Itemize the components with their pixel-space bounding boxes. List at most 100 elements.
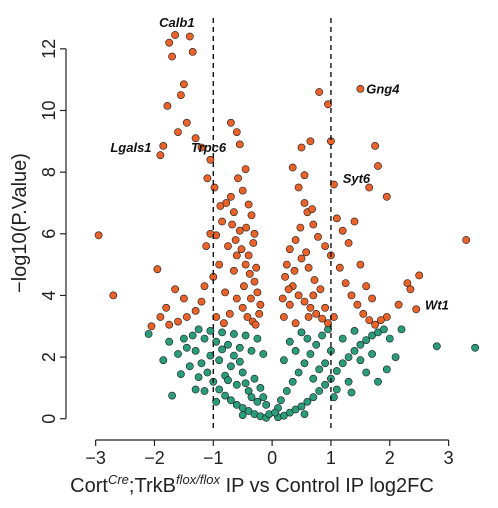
nonsignificant-point	[206, 326, 215, 335]
significant-point	[344, 239, 353, 247]
significant-point	[228, 220, 236, 229]
nonsignificant-point	[194, 325, 203, 334]
nonsignificant-point	[432, 342, 441, 351]
nonsignificant-point	[212, 337, 221, 346]
significant-point	[332, 214, 341, 223]
significant-point	[244, 200, 253, 209]
significant-point	[218, 217, 226, 226]
significant-point	[462, 236, 471, 244]
gene-label: Gng4	[366, 82, 400, 97]
y-tick-label: 6	[39, 229, 59, 239]
nonsignificant-point	[471, 343, 479, 352]
nonsignificant-point	[288, 377, 297, 386]
significant-point	[382, 192, 391, 201]
nonsignificant-point	[306, 350, 315, 358]
nonsignificant-point	[221, 391, 229, 400]
significant-point	[306, 137, 315, 146]
significant-point	[304, 313, 313, 321]
significant-point	[247, 211, 256, 220]
significant-point	[253, 288, 262, 297]
nonsignificant-point	[229, 330, 238, 338]
significant-point	[174, 317, 182, 326]
gene-annotations: Calb1 Gng4 Lgals1 Trpc6 Syt6 Wt1	[110, 15, 449, 312]
nonsignificant-point	[347, 388, 356, 397]
nonsignificant-point	[218, 328, 226, 337]
significant-point	[245, 269, 254, 278]
significant-point	[179, 294, 188, 303]
nonsignificant-point	[194, 373, 203, 381]
nonsignificant-point	[279, 356, 288, 365]
nonsignificant-point	[297, 402, 306, 411]
significant-point	[168, 52, 176, 61]
significant-point	[406, 285, 415, 294]
x-axis-title-suffix: IP vs Control IP log2FC	[220, 475, 434, 497]
gene-label: Lgals1	[110, 140, 151, 155]
nonsignificant-point	[203, 368, 212, 377]
nonsignificant-point	[297, 328, 306, 337]
nonsignificant-point	[215, 356, 224, 365]
nonsignificant-point	[309, 374, 318, 383]
significant-point	[294, 183, 303, 192]
significant-point	[324, 319, 332, 328]
significant-point	[300, 199, 309, 207]
nonsignificant-point	[285, 337, 294, 346]
significant-point	[249, 239, 258, 247]
nonsignificant-point	[253, 334, 262, 343]
significant-point	[353, 300, 362, 309]
significant-point	[197, 297, 206, 306]
significant-point	[235, 226, 244, 235]
significant-point	[241, 165, 250, 173]
x-axis-title-sup-cre: Cre	[108, 472, 129, 487]
gene-label: Calb1	[159, 15, 194, 30]
nonsignificant-point	[282, 387, 291, 395]
significant-point	[165, 320, 174, 329]
nonsignificant-point	[368, 350, 376, 358]
significant-point	[252, 263, 261, 272]
significant-point	[202, 242, 211, 250]
significant-point	[250, 229, 259, 238]
significant-point	[284, 285, 293, 294]
significant-point	[210, 183, 219, 192]
x-tick-label: 1	[326, 448, 336, 468]
nonsignificant-point	[262, 400, 271, 409]
significant-point	[171, 31, 179, 39]
significant-point	[203, 174, 212, 183]
significant-point	[229, 208, 238, 217]
nonsignificant-point	[332, 385, 341, 394]
significant-point	[394, 300, 403, 309]
nonsignificant-point	[241, 331, 250, 340]
nonsignificant-point	[232, 380, 241, 389]
nonsignificant-point	[238, 368, 247, 377]
nonsignificant-point	[174, 350, 182, 358]
nonsignificant-point	[344, 377, 353, 386]
nonsignificant-point	[256, 383, 265, 392]
significant-point	[300, 171, 309, 180]
significant-point	[359, 309, 368, 318]
x-axis-title-prefix: Cort	[70, 475, 108, 497]
nonsignificant-point	[350, 346, 359, 355]
significant-point	[309, 220, 318, 229]
nonsignificant-point	[300, 359, 309, 368]
significant-point	[232, 251, 241, 260]
significant-point	[231, 236, 240, 244]
nonsignificant-point	[338, 334, 347, 343]
nonsignificant-point	[224, 340, 232, 349]
nonsignificant-point	[218, 345, 226, 354]
y-tick-label: 12	[39, 39, 59, 59]
nonsignificant-point	[259, 393, 268, 402]
significant-point	[309, 291, 318, 300]
significant-point	[278, 294, 287, 303]
y-tick-label: 4	[39, 290, 59, 300]
significant-point	[321, 303, 329, 312]
significant-point	[188, 48, 197, 56]
significant-point	[290, 266, 299, 275]
significant-point	[234, 174, 242, 183]
y-axis-title: −log10(P.Value)	[9, 153, 31, 293]
nonsignificant-point	[165, 337, 174, 346]
significant-point	[238, 186, 247, 195]
nonsignificant-point	[344, 353, 353, 361]
x-tick-label: 2	[385, 448, 395, 468]
nonsignificant-point	[185, 362, 194, 371]
significant-point	[239, 282, 248, 291]
significant-point	[109, 291, 118, 300]
